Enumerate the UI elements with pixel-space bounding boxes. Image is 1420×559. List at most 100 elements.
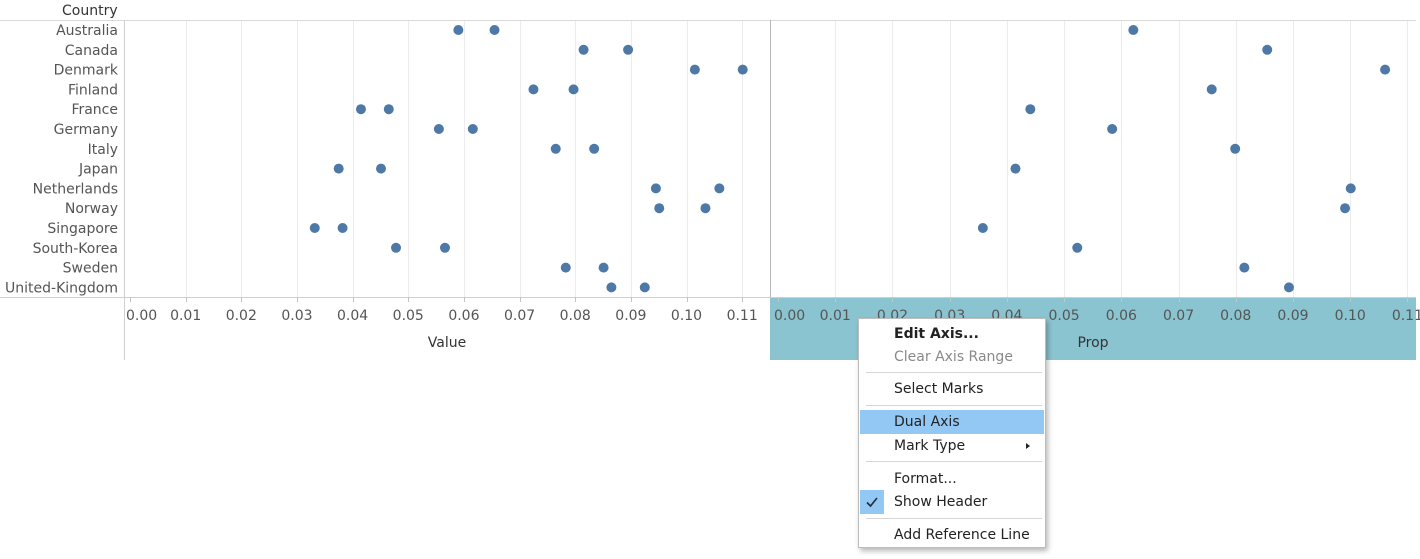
menu-item-show-header[interactable]: Show Header	[894, 494, 988, 510]
tick-label: 0.05	[1049, 308, 1080, 324]
tick-label: 0.01	[170, 308, 201, 324]
data-point[interactable]	[337, 223, 348, 233]
data-point[interactable]	[1230, 143, 1241, 154]
data-point[interactable]	[467, 124, 478, 134]
tick-label: 0.09	[1277, 308, 1308, 324]
data-point[interactable]	[977, 223, 988, 233]
tick-label: 0.00	[126, 308, 157, 324]
data-point[interactable]	[1239, 262, 1250, 273]
data-point[interactable]	[1010, 163, 1021, 174]
data-point[interactable]	[391, 242, 402, 253]
tick-label: 0.03	[281, 308, 312, 324]
tick-label: 0.04	[337, 308, 368, 324]
menu-item-format[interactable]: Format...	[894, 471, 957, 487]
tick-label: 0.08	[560, 308, 591, 324]
tick-label: 0.07	[1163, 308, 1194, 324]
data-point[interactable]	[650, 183, 661, 194]
menu-item-select-marks[interactable]: Select Marks	[894, 381, 984, 397]
menu-item-mark-type[interactable]: Mark Type	[860, 434, 1044, 458]
data-point[interactable]	[355, 104, 366, 115]
data-point[interactable]	[433, 124, 444, 134]
data-point[interactable]	[737, 64, 748, 75]
data-point[interactable]	[1380, 64, 1391, 75]
row-header-title: Country	[62, 3, 118, 19]
data-point[interactable]	[700, 203, 711, 214]
data-point[interactable]	[1107, 124, 1118, 134]
tick-label: 0.06	[448, 308, 479, 324]
row-label[interactable]: Canada	[65, 43, 118, 59]
data-point[interactable]	[309, 223, 320, 233]
data-point[interactable]	[439, 242, 450, 253]
data-point[interactable]	[654, 203, 665, 214]
menu-item-dual-axis[interactable]: Dual Axis	[860, 410, 1044, 434]
data-point[interactable]	[1072, 242, 1083, 253]
row-label[interactable]: Singapore	[47, 221, 118, 237]
data-point[interactable]	[1025, 104, 1036, 115]
menu-separator	[866, 518, 1042, 519]
data-point[interactable]	[1262, 44, 1273, 55]
data-point[interactable]	[1206, 84, 1217, 95]
tick-label: 0.07	[504, 308, 535, 324]
tick-label: 0.00	[774, 308, 805, 324]
gridlines	[186, 21, 1408, 297]
data-point[interactable]	[623, 44, 634, 55]
menu-item-mark-type-label: Mark Type	[894, 438, 966, 454]
data-point[interactable]	[1340, 203, 1351, 214]
data-point[interactable]	[383, 104, 394, 115]
row-labels: Australia Canada Denmark Finland France Germa…	[5, 23, 119, 296]
data-point[interactable]	[578, 44, 589, 55]
data-point[interactable]	[589, 143, 600, 154]
row-label[interactable]: Germany	[54, 122, 118, 138]
row-label[interactable]: Japan	[78, 162, 118, 178]
marks	[309, 25, 1391, 293]
tick-label: 0.11	[727, 308, 758, 324]
tick-label: 0.08	[1220, 308, 1251, 324]
row-label[interactable]: Finland	[68, 82, 118, 98]
menu-separator	[866, 405, 1042, 406]
value-axis-title[interactable]: Value	[428, 335, 466, 351]
tick-label: 0.02	[226, 308, 257, 324]
menu-item-clear-axis-range[interactable]: Clear Axis Range	[894, 349, 1013, 365]
tick-label: 0.10	[671, 308, 702, 324]
data-point[interactable]	[689, 64, 700, 75]
row-label[interactable]: Australia	[56, 23, 118, 39]
context-menu: Edit Axis... Clear Axis Range Select Mar…	[858, 318, 1046, 548]
data-point[interactable]	[375, 163, 386, 174]
prop-axis-title[interactable]: Prop	[1077, 335, 1108, 351]
row-label[interactable]: United-Kingdom	[5, 280, 118, 296]
menu-separator	[866, 372, 1042, 373]
tick-label: 0.09	[615, 308, 646, 324]
row-label[interactable]: Italy	[88, 142, 118, 158]
menu-separator	[866, 461, 1042, 462]
data-point[interactable]	[606, 282, 617, 293]
data-point[interactable]	[489, 25, 500, 35]
row-label[interactable]: Netherlands	[33, 181, 118, 197]
data-point[interactable]	[550, 143, 561, 154]
row-label[interactable]: France	[71, 102, 118, 118]
menu-item-add-reference-line[interactable]: Add Reference Line	[894, 527, 1030, 543]
checkmark-icon	[866, 497, 878, 508]
data-point[interactable]	[714, 183, 725, 194]
data-point[interactable]	[598, 262, 609, 273]
data-point[interactable]	[453, 25, 464, 35]
data-point[interactable]	[639, 282, 650, 293]
tick-label: 0.01	[820, 308, 851, 324]
row-label[interactable]: Sweden	[63, 261, 118, 277]
data-point[interactable]	[333, 163, 344, 174]
axis-ticks: 0.00 0.01 0.02 0.03 0.04 0.05 0.06 0.07 0.08 0.09…	[126, 297, 1420, 324]
row-label[interactable]: South-Korea	[33, 241, 118, 257]
submenu-arrow-icon	[1026, 443, 1030, 449]
data-point[interactable]	[528, 84, 539, 95]
menu-item-edit-axis[interactable]: Edit Axis...	[894, 326, 979, 342]
row-label[interactable]: Norway	[65, 201, 118, 217]
data-point[interactable]	[1128, 25, 1139, 35]
data-point[interactable]	[568, 84, 579, 95]
tick-label: 0.10	[1335, 308, 1366, 324]
tick-label: 0.06	[1106, 308, 1137, 324]
data-point[interactable]	[560, 262, 571, 273]
tick-label: 0.05	[393, 308, 424, 324]
data-point[interactable]	[1345, 183, 1356, 194]
row-label[interactable]: Denmark	[54, 63, 119, 79]
data-point[interactable]	[1283, 282, 1294, 293]
